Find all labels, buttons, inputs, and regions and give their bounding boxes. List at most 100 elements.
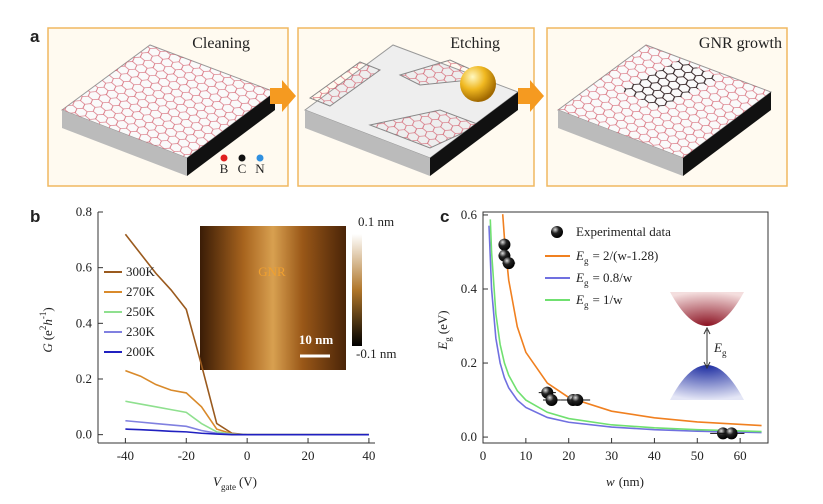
legend-marker (551, 226, 563, 238)
series-line (125, 400, 369, 436)
series-line (489, 219, 762, 433)
y-axis-sup: -1 (38, 312, 48, 320)
series-line (125, 428, 369, 436)
step-box: Etching (297, 27, 535, 187)
legend-rest: = 2/(w-1.28) (592, 248, 658, 263)
afm-inset: GNR 10 nm 0.1 nm -0.1 nm (200, 214, 396, 370)
legend-symbol: E (575, 270, 584, 285)
particle (460, 66, 496, 102)
x-axis-label: Vgate (V) (213, 474, 257, 492)
y-tick-label: 0.0 (461, 429, 477, 444)
slab-side (558, 110, 683, 176)
plot: -40 -20 0 20 40 0.0 0.2 0.4 0.6 0.8 300K 270K 250K 23… (76, 204, 376, 463)
y-tick-label: 0.6 (461, 207, 478, 222)
slab-side (683, 92, 771, 176)
y-tick-label: 0.2 (76, 371, 92, 386)
y-tick-label: 0.8 (76, 204, 92, 219)
step-label: GNR growth (699, 35, 782, 52)
x-axis-unit: (nm) (619, 474, 644, 489)
atom-b (220, 154, 228, 162)
data-point (545, 394, 558, 407)
legend-sub: g (584, 278, 589, 288)
plot-frame (482, 211, 769, 444)
gnr-lattice (620, 60, 720, 108)
arrow (518, 80, 544, 112)
x-axis-label: w (nm) (606, 474, 644, 489)
y-axis-unit: (eV) (435, 310, 450, 334)
legend-label: 230K (126, 324, 156, 339)
x-tick-label: 0 (480, 448, 487, 463)
panel-b: b Vgate (V) G (e2h-1) GNR 10 nm 0.1 nm -0.… (30, 207, 396, 492)
y-axis-symbol: G (40, 343, 55, 353)
legend-rest: = 0.8/w (592, 270, 632, 285)
data-point (502, 257, 515, 270)
x-axis-symbol: V (213, 474, 223, 489)
legend-label: Eg = 1/w (575, 292, 623, 310)
atom-label: B (220, 161, 229, 176)
panel-c: c w (nm) Eg (eV) Eg (435, 207, 744, 489)
scale-label: 10 nm (299, 332, 333, 347)
gap-label: Eg (713, 340, 727, 358)
y-axis-label: G (e2h-1) (38, 307, 55, 352)
step-box: GNR growth (546, 27, 788, 187)
plot: 0 10 20 30 40 50 600.00.20.40.6Eg = 2/(w-1.28)E… (461, 207, 769, 463)
step-label: Etching (450, 35, 500, 52)
x-tick-label: 60 (734, 448, 747, 463)
arrow (270, 80, 296, 112)
data-point (725, 427, 738, 440)
legend-rest: = 1/w (592, 292, 623, 307)
gap-symbol: E (713, 340, 722, 355)
lattice (308, 61, 382, 107)
colorbar (352, 234, 362, 346)
x-tick-label: 40 (648, 448, 661, 463)
y-tick-label: 0.4 (461, 281, 478, 296)
x-tick-label: 0 (244, 448, 251, 463)
legend-label: Eg = 2/(w-1.28) (575, 248, 658, 266)
legend-label: 300K (126, 264, 156, 279)
legend-symbol: E (575, 248, 584, 263)
atom-label: N (255, 161, 265, 176)
slab-side (305, 110, 430, 176)
panel-label: c (440, 207, 449, 226)
panel-label: b (30, 207, 40, 226)
step-box: Cleaning B C N (47, 27, 289, 187)
y-axis-sup: 2 (38, 326, 48, 331)
series-line (488, 225, 762, 434)
x-tick-label: 10 (519, 448, 532, 463)
y-tick-label: 0.0 (76, 427, 92, 442)
colorbar-min: -0.1 nm (356, 346, 396, 361)
arrow-heads (703, 326, 711, 370)
panel-label: a (30, 27, 40, 46)
x-axis-sub: gate (221, 482, 236, 492)
x-tick-label: 50 (691, 448, 704, 463)
legend-label: 200K (126, 344, 156, 359)
x-tick-label: 30 (605, 448, 618, 463)
y-axis-symbol: E (435, 342, 450, 351)
colorbar-max: 0.1 nm (358, 214, 394, 229)
step-label: Cleaning (192, 35, 250, 52)
lattice (62, 45, 275, 158)
x-tick-label: 20 (302, 448, 315, 463)
x-tick-label: -40 (117, 448, 134, 463)
valence-band (670, 365, 744, 400)
conduction-band (670, 292, 744, 326)
legend-label: 250K (126, 304, 156, 319)
x-tick-label: -20 (178, 448, 195, 463)
atom-n (256, 154, 264, 162)
series-line (125, 419, 369, 436)
legend-sub: g (584, 300, 589, 310)
x-axis-symbol: w (606, 474, 615, 489)
y-axis-sub: g (443, 337, 453, 342)
atom-label: C (238, 161, 247, 176)
legend-label: 270K (126, 284, 156, 299)
panel-a: a Cleaning B C N Etching GNR growth (30, 27, 788, 187)
y-axis-part: ) (40, 307, 55, 311)
data-point (498, 238, 511, 251)
data-point (571, 394, 584, 407)
y-tick-label: 0.4 (76, 315, 93, 330)
legend-label: Eg = 0.8/w (575, 270, 633, 288)
slab-side (430, 92, 518, 176)
band-inset: Eg (670, 292, 744, 400)
slab-side (62, 110, 187, 176)
